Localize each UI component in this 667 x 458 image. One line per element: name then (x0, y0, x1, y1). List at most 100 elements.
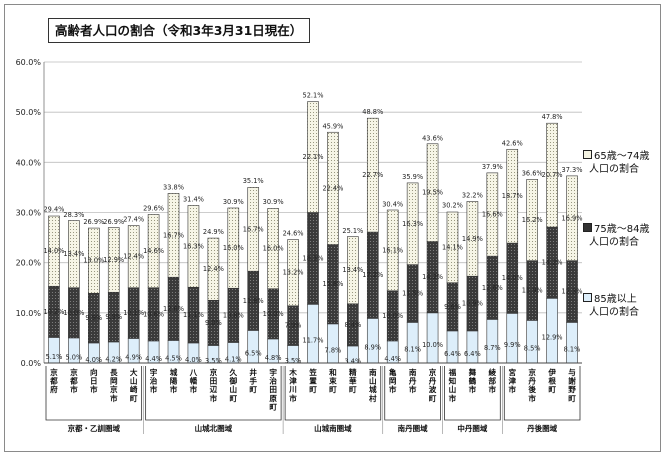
bar-segment-85-plus (446, 330, 459, 364)
data-label-85-plus: 4.0% (85, 356, 102, 364)
data-label-75-84: 11.8% (243, 297, 264, 305)
data-label-85-plus: 10.0% (422, 341, 443, 349)
data-label-75-84: 9.9% (105, 313, 122, 321)
data-label-65-74: 16.0% (223, 244, 244, 252)
data-label-75-84: 15.8% (322, 280, 343, 288)
bar-segment-65-74 (107, 227, 120, 293)
data-label-total: 24.6% (283, 230, 304, 238)
x-category-label: 長岡京市 (110, 368, 118, 403)
bar-segment-65-74 (88, 227, 100, 294)
data-label-65-74: 19.5% (422, 189, 443, 197)
data-label-65-74: 14.0% (43, 247, 64, 255)
bar-segment-85-plus (506, 313, 519, 364)
group-label: 中丹圏域 (457, 423, 487, 433)
data-label-75-84: 10.0% (63, 309, 84, 317)
bar-segment-65-74 (406, 182, 419, 265)
legend-swatch-75-84 (583, 223, 592, 232)
bar-segment-85-plus (426, 312, 439, 364)
y-tick-label: 60.0% (16, 58, 42, 67)
chart-title: 高齢者人口の割合（令和3年3月31日現在） (48, 18, 310, 43)
data-label-75-84: 12.6% (163, 305, 184, 313)
x-category-label: 宇治市 (150, 367, 158, 394)
data-label-75-84: 10.1% (123, 309, 144, 317)
data-label-total: 32.2% (462, 191, 483, 199)
data-label-85-plus: 4.1% (225, 356, 242, 364)
x-category-label: 与謝野町 (568, 367, 576, 403)
bar-segment-65-74 (48, 215, 60, 287)
data-label-75-84: 14.2% (422, 273, 443, 281)
data-label-85-plus: 3.5% (285, 357, 302, 365)
data-label-total: 47.8% (542, 113, 563, 121)
data-label-85-plus: 8.9% (364, 344, 381, 352)
legend-label-65-74-line2: 人口の割合 (589, 164, 639, 175)
data-label-65-74: 13.0% (83, 257, 104, 265)
data-label-75-84: 18.3% (303, 254, 324, 262)
data-label-total: 28.3% (63, 211, 84, 219)
data-label-65-74: 16.7% (163, 231, 184, 239)
bar-segment-65-74 (227, 207, 240, 289)
data-label-65-74: 16.0% (263, 245, 284, 253)
bar-segment-65-74 (127, 225, 140, 289)
legend-label-85-plus-line1: 85歳以上 (594, 294, 637, 305)
data-label-85-plus: 3.5% (205, 357, 222, 365)
data-label-total: 30.4% (382, 200, 403, 208)
bar-segment-65-74 (526, 179, 538, 261)
data-label-85-plus: 9.9% (504, 341, 521, 349)
x-category-label: 向日市 (90, 367, 98, 394)
data-label-total: 35.9% (402, 173, 423, 181)
data-label-85-plus: 8.1% (564, 346, 581, 354)
legend-label-75-84-line1: 75歳～84歳 (594, 224, 650, 235)
legend-label-65-74-line1: 65歳～74歳 (594, 151, 650, 162)
data-label-85-plus: 5.0% (66, 353, 83, 361)
bar-segment-85-plus (566, 322, 578, 364)
y-tick-label: 10.0% (16, 309, 42, 318)
data-label-85-plus: 3.4% (344, 357, 361, 365)
data-label-65-74: 16.7% (243, 225, 264, 233)
bar-segment-65-74 (147, 214, 160, 289)
y-tick-label: 20.0% (16, 259, 42, 268)
data-label-65-74: 12.9% (103, 256, 124, 264)
data-label-85-plus: 6.4% (444, 350, 461, 358)
bar-segment-65-74 (68, 220, 80, 289)
data-label-65-74: 20.7% (542, 171, 563, 179)
bar-segment-65-74 (327, 131, 339, 245)
data-label-85-plus: 8.5% (524, 345, 541, 353)
x-category-label: 久御山町 (228, 367, 237, 403)
data-label-total: 36.6% (522, 169, 543, 177)
x-category-label: 大山崎町 (130, 367, 138, 403)
bar-segment-65-74 (167, 193, 180, 278)
data-label-75-84: 10.9% (462, 300, 483, 308)
data-label-65-74: 14.9% (462, 235, 483, 243)
x-category-label: 八幡市 (189, 368, 198, 394)
data-label-total: 37.3% (562, 166, 583, 174)
data-label-85-plus: 4.2% (105, 355, 122, 363)
bar-segment-85-plus (327, 323, 339, 364)
data-label-85-plus: 4.5% (165, 355, 182, 363)
data-label-75-84: 10.0% (263, 310, 284, 318)
data-label-total: 27.4% (123, 216, 144, 224)
data-label-65-74: 16.2% (522, 216, 543, 224)
x-category-label: 京丹波町 (429, 367, 437, 403)
data-label-total: 45.9% (322, 123, 343, 131)
data-label-total: 26.9% (83, 218, 104, 226)
data-label-65-74: 16.6% (482, 211, 503, 219)
data-label-65-74: 12.4% (123, 253, 144, 261)
data-label-65-74: 14.6% (143, 247, 164, 255)
x-category-label: 城陽市 (170, 367, 178, 394)
x-category-label: 京田辺市 (210, 367, 218, 403)
data-label-65-74: 22.4% (322, 184, 343, 192)
data-label-65-74: 18.7% (502, 192, 523, 200)
x-category-label: 南山城村 (369, 367, 377, 403)
data-label-total: 48.8% (362, 108, 383, 116)
data-label-65-74: 12.4% (203, 265, 224, 273)
data-label-85-plus: 12.9% (542, 334, 563, 342)
data-label-75-84: 10.2% (43, 308, 64, 316)
legend-item-85-plus: 85歳以上 人口の割合 (583, 293, 639, 319)
data-label-65-74: 13.2% (283, 269, 304, 277)
data-label-total: 35.1% (243, 177, 264, 185)
data-label-85-plus: 5.1% (46, 353, 63, 361)
data-label-65-74: 22.1% (303, 153, 324, 161)
group-bracket (145, 366, 282, 421)
group-label: 山城南圏域 (314, 423, 352, 433)
